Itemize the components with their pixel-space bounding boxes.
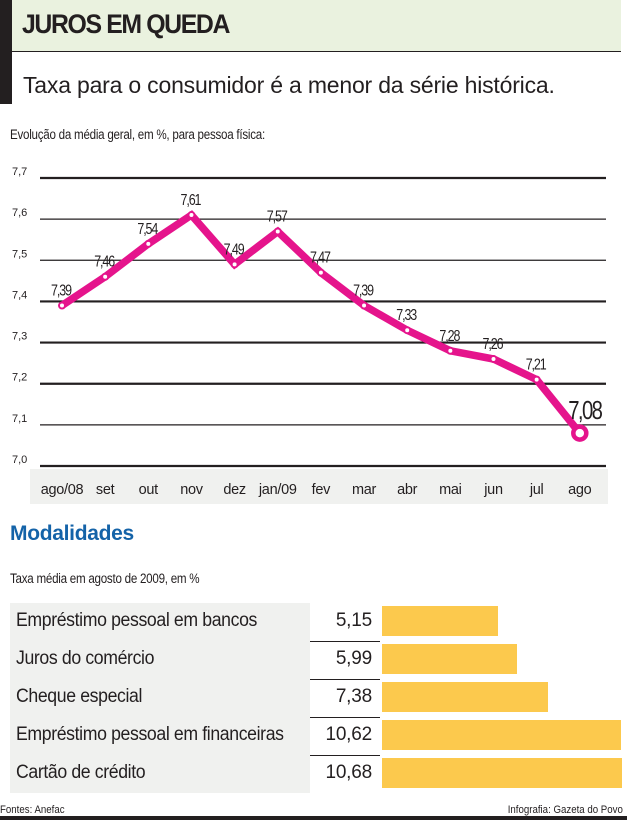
x-tick-label: jan/09 [258, 482, 297, 498]
data-label: 7,33 [396, 307, 417, 325]
data-label: 7,61 [181, 192, 202, 210]
row-label-background [10, 679, 310, 717]
modalidades-bar-chart: Empréstimo pessoal em bancos 5,15 Juros … [0, 603, 627, 793]
y-tick-label: 7,5 [12, 248, 27, 260]
header-band [12, 0, 621, 51]
x-tick-label: fev [312, 482, 331, 498]
data-point [58, 301, 66, 310]
page-subtitle: Taxa para o consumidor é a menor da séri… [23, 72, 555, 98]
row-label-background [10, 603, 310, 641]
bar [382, 606, 498, 636]
bar-value-label: 5,15 [335, 610, 372, 631]
bar-value-label: 7,38 [335, 686, 372, 707]
x-tick-label: dez [223, 482, 246, 498]
page-title: JUROS EM QUEDA [22, 9, 230, 39]
data-point [316, 268, 325, 277]
y-tick-labels: 7,0 7,1 7,2 7,3 7,4 7,5 7,6 7,7 [12, 166, 27, 466]
data-label: 7,08 [568, 396, 602, 425]
footer-rule [0, 816, 627, 820]
x-tick-label: mar [352, 482, 377, 498]
data-label: 7,26 [483, 336, 504, 354]
data-label: 7,46 [94, 253, 115, 271]
bar-category-label: Juros do comércio [16, 648, 155, 669]
bar [382, 644, 517, 674]
data-point [489, 355, 498, 364]
bar-value-label: 10,62 [325, 724, 372, 745]
x-tick-label: ago [568, 482, 592, 498]
data-label: 7,47 [310, 249, 331, 267]
y-tick-label: 7,2 [12, 372, 27, 384]
data-point [101, 272, 110, 281]
x-tick-labels: ago/08 set out nov dez jan/09 fev mar abr mai jun j… [41, 482, 592, 498]
data-label: 7,49 [224, 241, 245, 259]
data-point [571, 424, 589, 442]
credit-note: Infografia: Gazeta do Povo [507, 804, 623, 816]
x-tick-label: mai [439, 482, 462, 498]
bar-row: Juros do comércio 5,99 [0, 641, 627, 680]
bar-value-label: 5,99 [335, 648, 372, 669]
bar-row: Cartão de crédito 10,68 [0, 755, 627, 793]
bar [382, 720, 621, 750]
x-tick-label: ago/08 [41, 482, 84, 498]
data-point [446, 346, 455, 355]
grid-lines [40, 176, 606, 468]
data-point [403, 326, 412, 335]
series-line [59, 210, 583, 436]
row-label-background [10, 641, 310, 679]
bar [382, 758, 622, 788]
header-divider [12, 51, 621, 52]
source-note: Fontes: Anefac [0, 804, 65, 816]
data-label: 7,54 [137, 220, 158, 238]
data-labels: 7,39 7,46 7,54 7,61 7,49 7,57 7,47 7,39 7,33 7,28… [51, 192, 604, 425]
bar-category-label: Cartão de crédito [16, 762, 146, 783]
line-chart: 7,0 7,1 7,2 7,3 7,4 7,5 7,6 7,7 ago/08 set out nov… [12, 166, 606, 498]
data-label: 7,57 [267, 208, 288, 226]
data-point [273, 227, 282, 236]
bar-row: Empréstimo pessoal em financeiras 10,62 [0, 717, 627, 756]
y-tick-label: 7,1 [12, 413, 27, 425]
y-tick-label: 7,4 [12, 289, 27, 301]
row-label-background [10, 755, 310, 793]
data-point [187, 211, 196, 220]
row-label-background [10, 717, 310, 755]
modalidades-title: Modalidades [10, 522, 134, 545]
data-point [144, 239, 153, 248]
data-points [58, 211, 589, 442]
data-label: 7,39 [51, 282, 72, 300]
x-tick-label: jun [483, 482, 503, 498]
data-point [230, 260, 239, 269]
x-tick-label: out [139, 482, 159, 498]
data-point [532, 375, 541, 384]
bar-category-label: Cheque especial [16, 686, 143, 707]
data-label: 7,21 [526, 356, 547, 374]
x-tick-label: set [96, 482, 115, 498]
bar-category-label: Empréstimo pessoal em financeiras [16, 724, 284, 745]
data-point [360, 301, 369, 310]
data-label: 7,39 [353, 282, 374, 300]
line-chart-title: Evolução da média geral, em %, para pess… [10, 127, 265, 142]
bar-row: Cheque especial 7,38 [0, 679, 627, 718]
y-tick-label: 7,3 [12, 331, 27, 343]
bar-row: Empréstimo pessoal em bancos 5,15 [0, 603, 627, 642]
bar-value-label: 10,68 [325, 762, 372, 783]
data-label: 7,28 [439, 327, 460, 345]
x-tick-label: jul [529, 482, 544, 498]
x-axis-band [30, 469, 608, 504]
y-tick-label: 7,7 [12, 166, 27, 178]
y-tick-label: 7,6 [12, 207, 27, 219]
series-line-path [59, 210, 583, 436]
x-tick-label: nov [180, 482, 204, 498]
x-tick-label: abr [397, 482, 418, 498]
modalidades-subtitle: Taxa média em agosto de 2009, em % [10, 571, 200, 586]
bar-category-label: Empréstimo pessoal em bancos [16, 610, 258, 631]
header-accent-bar [0, 0, 12, 104]
y-tick-label: 7,0 [12, 454, 27, 466]
bar [382, 682, 548, 712]
